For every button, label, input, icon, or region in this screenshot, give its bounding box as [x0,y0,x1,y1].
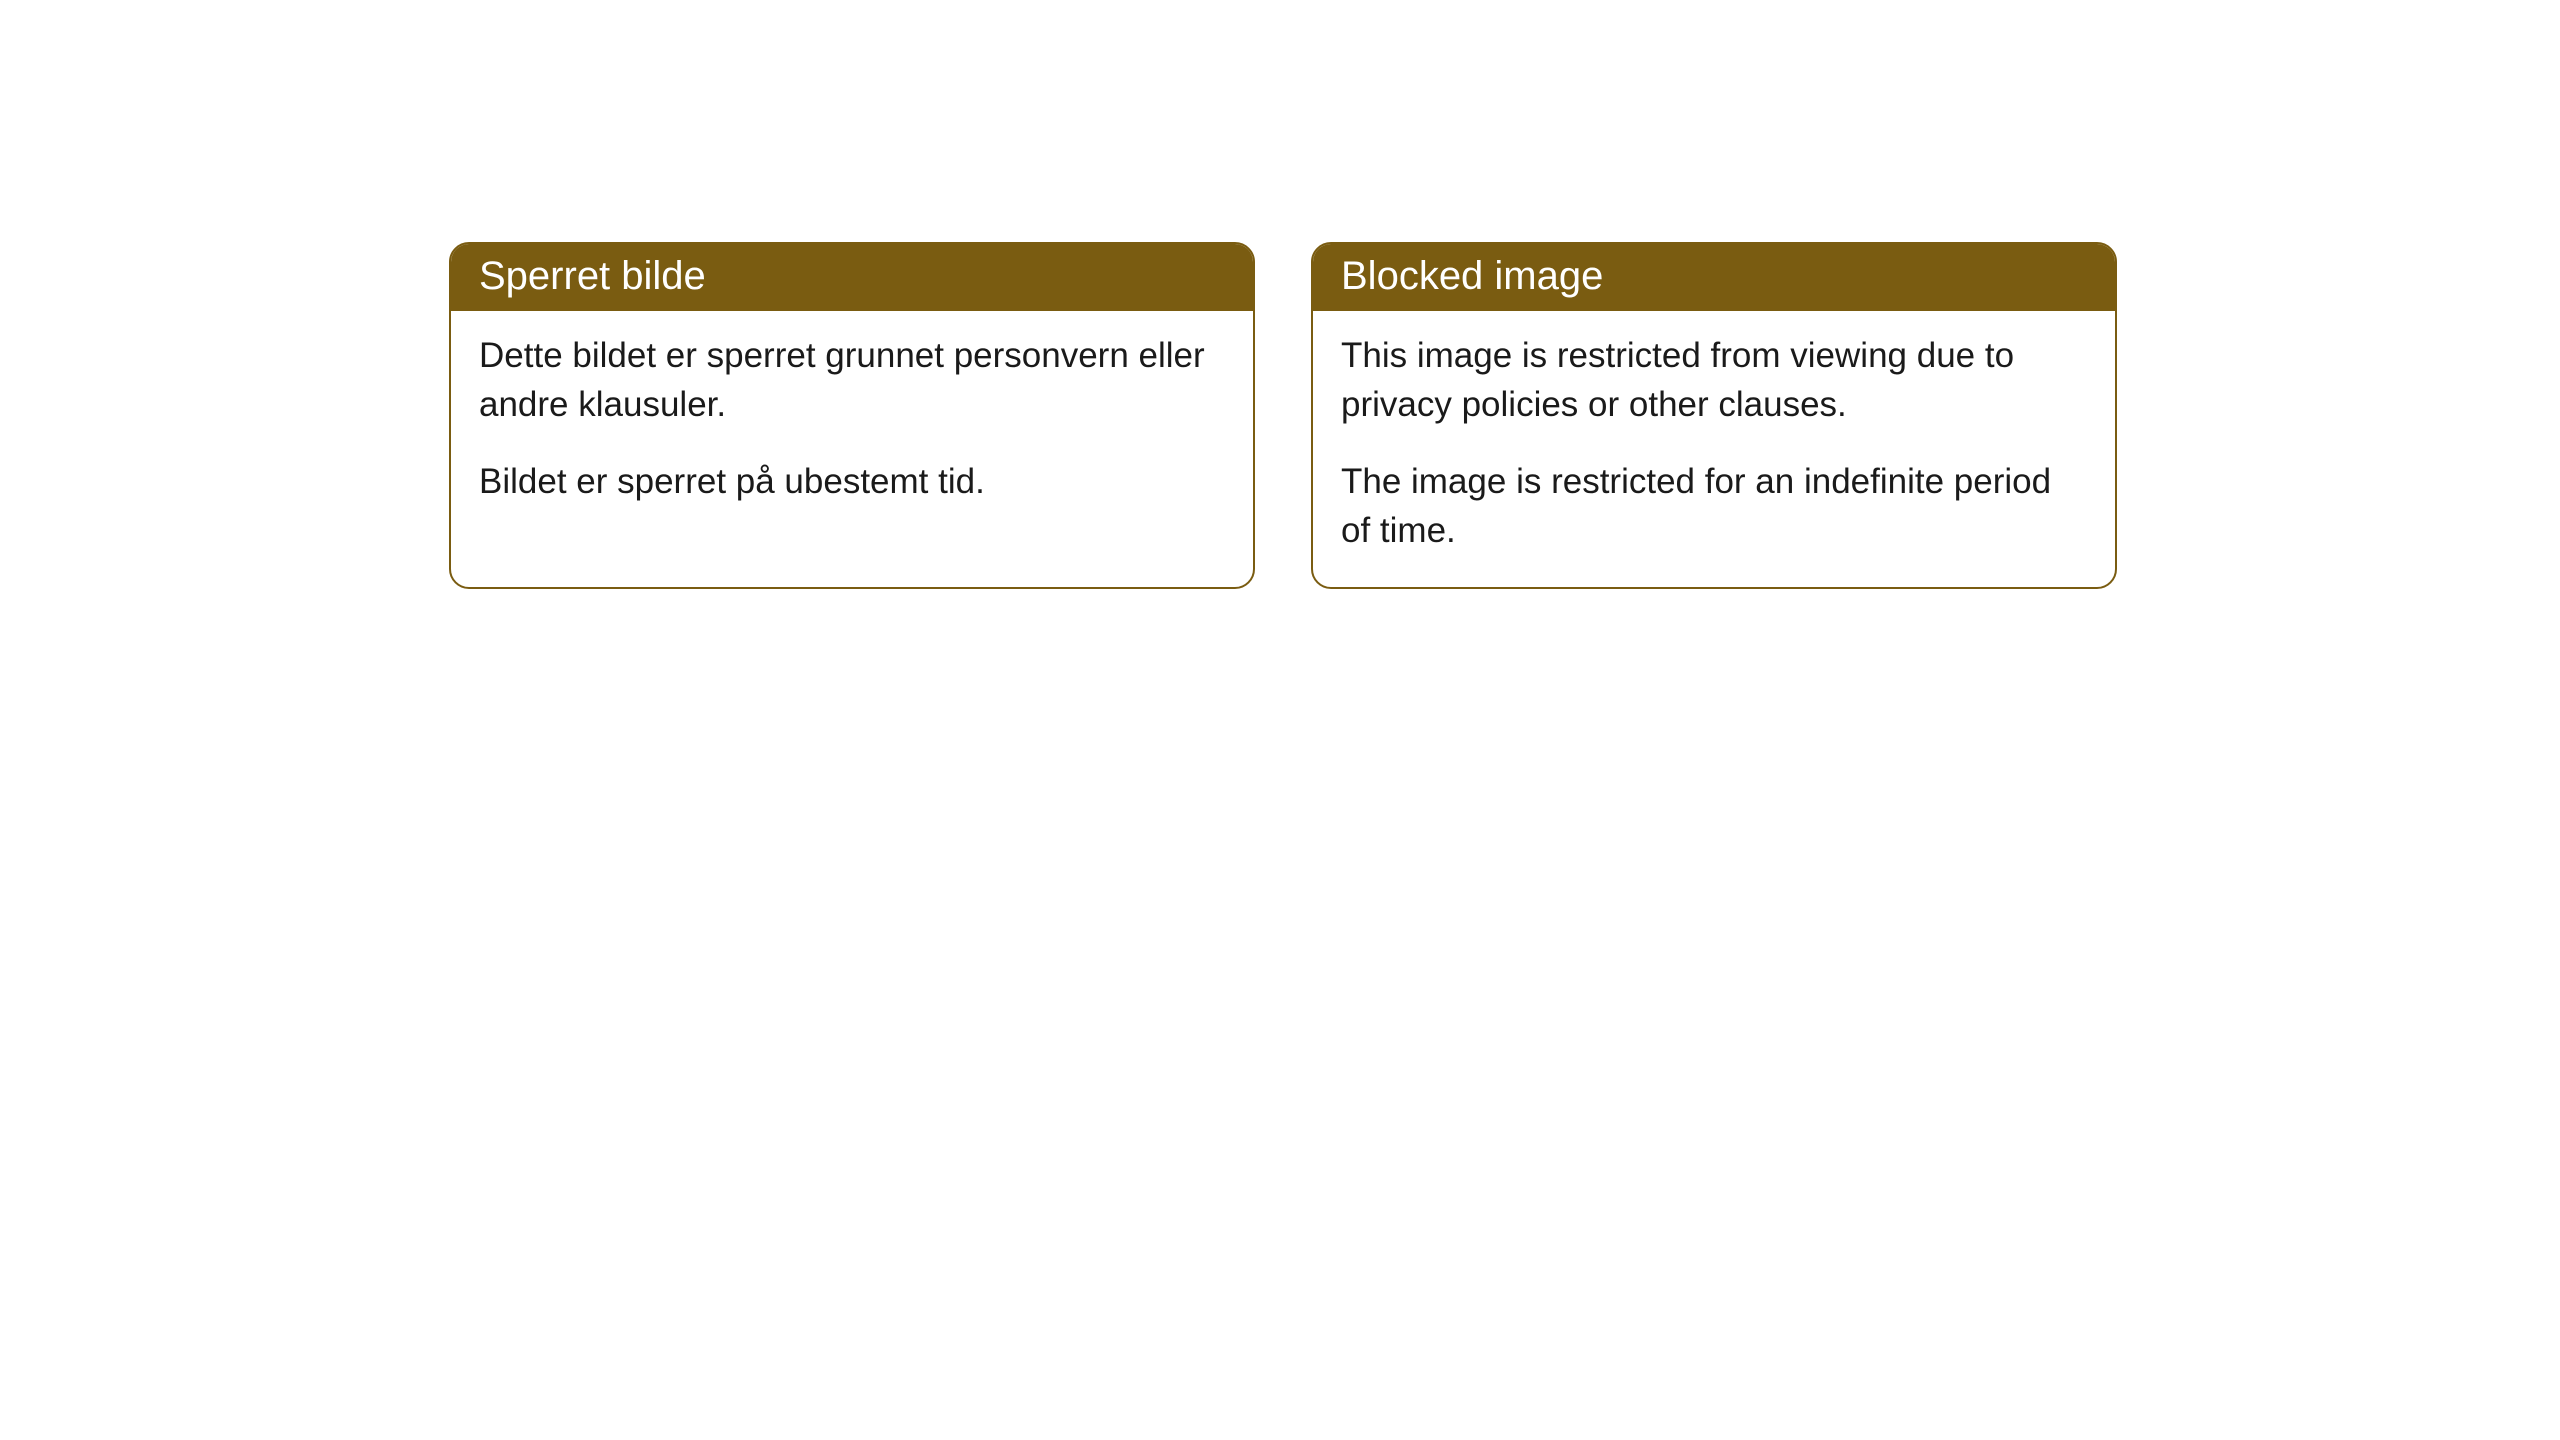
card-title: Blocked image [1313,244,2115,311]
notice-card-norwegian: Sperret bilde Dette bildet er sperret gr… [449,242,1255,589]
card-body: Dette bildet er sperret grunnet personve… [451,311,1253,538]
card-paragraph: Dette bildet er sperret grunnet personve… [479,331,1225,429]
card-paragraph: Bildet er sperret på ubestemt tid. [479,457,1225,506]
card-paragraph: The image is restricted for an indefinit… [1341,457,2087,555]
notice-card-english: Blocked image This image is restricted f… [1311,242,2117,589]
card-body: This image is restricted from viewing du… [1313,311,2115,587]
card-title: Sperret bilde [451,244,1253,311]
card-paragraph: This image is restricted from viewing du… [1341,331,2087,429]
notice-cards-container: Sperret bilde Dette bildet er sperret gr… [449,242,2117,589]
